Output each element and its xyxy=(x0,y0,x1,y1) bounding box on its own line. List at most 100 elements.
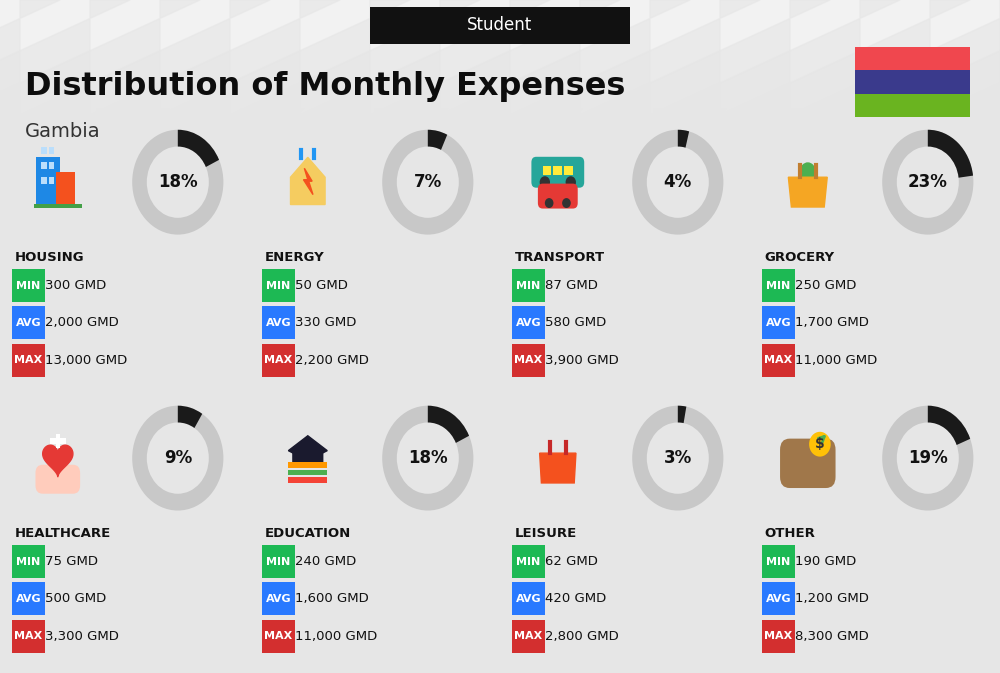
Wedge shape xyxy=(178,406,202,428)
Text: MIN: MIN xyxy=(766,281,791,291)
FancyBboxPatch shape xyxy=(540,454,576,463)
Text: MAX: MAX xyxy=(264,355,293,365)
Text: 330 GMD: 330 GMD xyxy=(295,316,356,329)
FancyBboxPatch shape xyxy=(41,162,47,169)
Text: 23%: 23% xyxy=(908,173,948,191)
FancyBboxPatch shape xyxy=(262,269,295,302)
Wedge shape xyxy=(132,130,223,235)
FancyBboxPatch shape xyxy=(288,477,327,483)
FancyBboxPatch shape xyxy=(262,306,295,339)
Text: MAX: MAX xyxy=(514,355,543,365)
Circle shape xyxy=(809,432,831,456)
Text: AVG: AVG xyxy=(766,594,791,604)
Text: 190 GMD: 190 GMD xyxy=(795,555,856,568)
Text: AVG: AVG xyxy=(516,318,541,328)
Text: MIN: MIN xyxy=(16,281,41,291)
Text: 3%: 3% xyxy=(664,449,692,467)
Text: HEALTHCARE: HEALTHCARE xyxy=(15,527,111,540)
Circle shape xyxy=(566,176,576,188)
FancyBboxPatch shape xyxy=(288,470,327,476)
FancyBboxPatch shape xyxy=(49,162,54,169)
Wedge shape xyxy=(428,130,447,150)
FancyBboxPatch shape xyxy=(12,582,45,615)
Text: MIN: MIN xyxy=(516,281,541,291)
Text: EDUCATION: EDUCATION xyxy=(265,527,351,540)
Text: 420 GMD: 420 GMD xyxy=(545,592,606,605)
Text: 9%: 9% xyxy=(164,449,192,467)
FancyBboxPatch shape xyxy=(553,166,562,175)
Polygon shape xyxy=(288,435,327,460)
Text: MIN: MIN xyxy=(516,557,541,567)
Text: Student: Student xyxy=(467,16,533,34)
Polygon shape xyxy=(540,453,576,483)
FancyBboxPatch shape xyxy=(49,147,54,154)
Wedge shape xyxy=(632,130,723,235)
Polygon shape xyxy=(43,445,73,476)
Text: MAX: MAX xyxy=(264,631,293,641)
Text: 250 GMD: 250 GMD xyxy=(795,279,856,292)
Wedge shape xyxy=(428,406,469,443)
FancyBboxPatch shape xyxy=(780,439,836,488)
Text: MAX: MAX xyxy=(764,631,793,641)
FancyBboxPatch shape xyxy=(56,434,60,448)
Text: 3,900 GMD: 3,900 GMD xyxy=(545,353,619,367)
Text: 1,700 GMD: 1,700 GMD xyxy=(795,316,869,329)
FancyBboxPatch shape xyxy=(531,157,584,188)
Text: AVG: AVG xyxy=(266,318,291,328)
Polygon shape xyxy=(788,177,827,207)
FancyBboxPatch shape xyxy=(762,306,795,339)
Wedge shape xyxy=(632,406,723,511)
Text: 13,000 GMD: 13,000 GMD xyxy=(45,353,127,367)
Text: MAX: MAX xyxy=(514,631,543,641)
Polygon shape xyxy=(291,157,325,205)
FancyBboxPatch shape xyxy=(262,620,295,653)
Text: OTHER: OTHER xyxy=(765,527,815,540)
Text: 580 GMD: 580 GMD xyxy=(545,316,606,329)
FancyBboxPatch shape xyxy=(262,545,295,578)
Text: 2,000 GMD: 2,000 GMD xyxy=(45,316,119,329)
FancyBboxPatch shape xyxy=(762,269,795,302)
FancyBboxPatch shape xyxy=(56,172,75,207)
Text: MIN: MIN xyxy=(766,557,791,567)
Text: GROCERY: GROCERY xyxy=(765,251,835,264)
FancyBboxPatch shape xyxy=(762,582,795,615)
FancyBboxPatch shape xyxy=(538,184,578,209)
Wedge shape xyxy=(132,406,223,511)
Text: 240 GMD: 240 GMD xyxy=(295,555,356,568)
FancyBboxPatch shape xyxy=(288,462,327,468)
Text: 18%: 18% xyxy=(158,173,198,191)
FancyBboxPatch shape xyxy=(12,545,45,578)
Text: 1,200 GMD: 1,200 GMD xyxy=(795,592,869,605)
Text: 11,000 GMD: 11,000 GMD xyxy=(795,353,877,367)
FancyBboxPatch shape xyxy=(762,545,795,578)
FancyBboxPatch shape xyxy=(12,620,45,653)
Text: 50 GMD: 50 GMD xyxy=(295,279,348,292)
FancyBboxPatch shape xyxy=(512,344,545,377)
Wedge shape xyxy=(178,130,219,167)
FancyBboxPatch shape xyxy=(762,344,795,377)
Circle shape xyxy=(545,198,553,208)
Wedge shape xyxy=(882,406,973,511)
Wedge shape xyxy=(678,130,689,147)
Text: AVG: AVG xyxy=(16,594,41,604)
FancyBboxPatch shape xyxy=(512,545,545,578)
FancyBboxPatch shape xyxy=(41,177,47,184)
Wedge shape xyxy=(882,130,973,235)
FancyBboxPatch shape xyxy=(41,147,47,154)
Text: 1,600 GMD: 1,600 GMD xyxy=(295,592,369,605)
FancyBboxPatch shape xyxy=(292,446,323,468)
Text: 500 GMD: 500 GMD xyxy=(45,592,106,605)
Wedge shape xyxy=(382,406,473,511)
Text: AVG: AVG xyxy=(766,318,791,328)
Text: MAX: MAX xyxy=(14,631,43,641)
Text: Gambia: Gambia xyxy=(25,122,101,141)
Text: Distribution of Monthly Expenses: Distribution of Monthly Expenses xyxy=(25,71,625,102)
Text: MIN: MIN xyxy=(266,557,291,567)
FancyBboxPatch shape xyxy=(50,438,66,444)
Text: 8,300 GMD: 8,300 GMD xyxy=(795,629,869,643)
Text: MIN: MIN xyxy=(266,281,291,291)
Circle shape xyxy=(540,176,550,188)
Text: $: $ xyxy=(815,437,825,451)
Text: AVG: AVG xyxy=(266,594,291,604)
Text: 2,800 GMD: 2,800 GMD xyxy=(545,629,619,643)
